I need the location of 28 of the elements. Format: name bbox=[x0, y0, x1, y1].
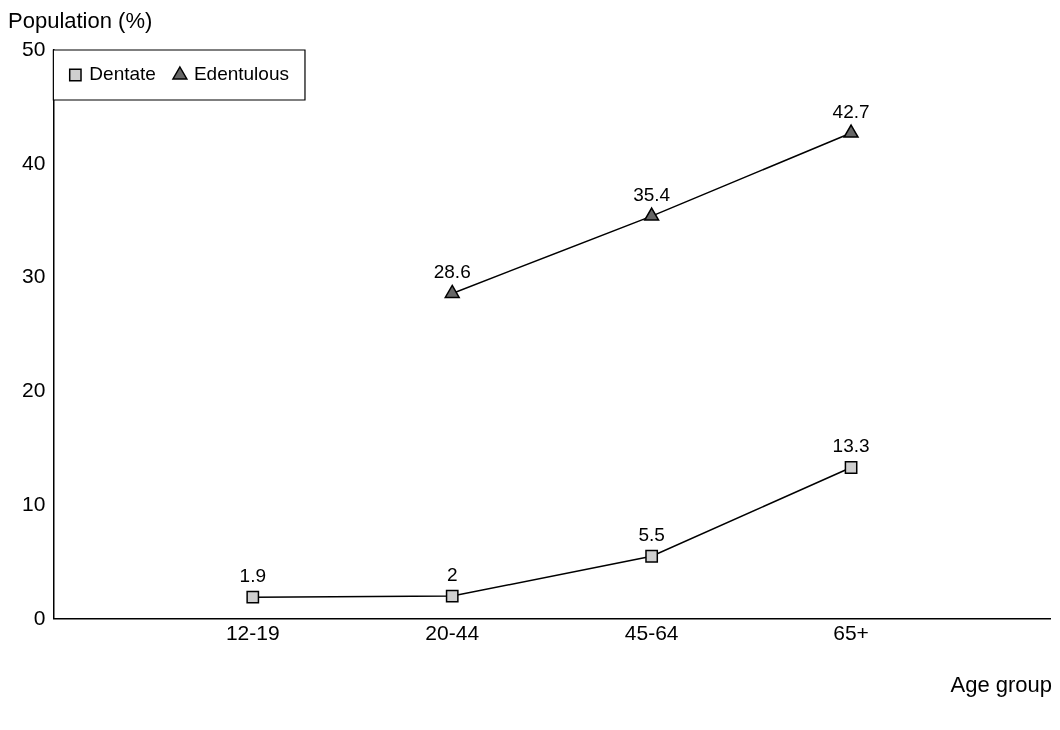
legend-label: Edentulous bbox=[193, 63, 289, 85]
data-label: 5.5 bbox=[638, 523, 665, 545]
point bbox=[444, 284, 460, 299]
data-label: 42.7 bbox=[832, 100, 870, 122]
x-axis-title: Age group bbox=[950, 672, 1052, 698]
data-label: 28.6 bbox=[433, 261, 471, 283]
x-tick-label: 65+ bbox=[833, 621, 869, 645]
point bbox=[246, 590, 260, 604]
x-tick-label: 45-64 bbox=[624, 621, 679, 645]
x-tick-label: 12-19 bbox=[225, 621, 280, 645]
point bbox=[843, 124, 859, 138]
y-tick-label: 30 bbox=[22, 264, 46, 288]
data-label: 2 bbox=[446, 563, 458, 585]
data-label: 13.3 bbox=[832, 435, 870, 457]
legend-label: Dentate bbox=[89, 63, 156, 85]
x-tick-label: 20-44 bbox=[425, 621, 480, 645]
data-label: 35.4 bbox=[633, 183, 671, 205]
point bbox=[844, 461, 858, 474]
data-label: 1.9 bbox=[239, 564, 266, 586]
y-axis-title: Population (%) bbox=[8, 8, 153, 34]
point bbox=[643, 207, 660, 221]
y-tick-label: 50 bbox=[22, 36, 46, 60]
y-tick-label: 40 bbox=[22, 150, 46, 174]
y-tick-label: 0 bbox=[33, 605, 46, 629]
point bbox=[645, 549, 659, 563]
y-tick-label: 10 bbox=[22, 491, 46, 515]
y-tick-label: 20 bbox=[22, 378, 46, 402]
point bbox=[445, 589, 459, 603]
